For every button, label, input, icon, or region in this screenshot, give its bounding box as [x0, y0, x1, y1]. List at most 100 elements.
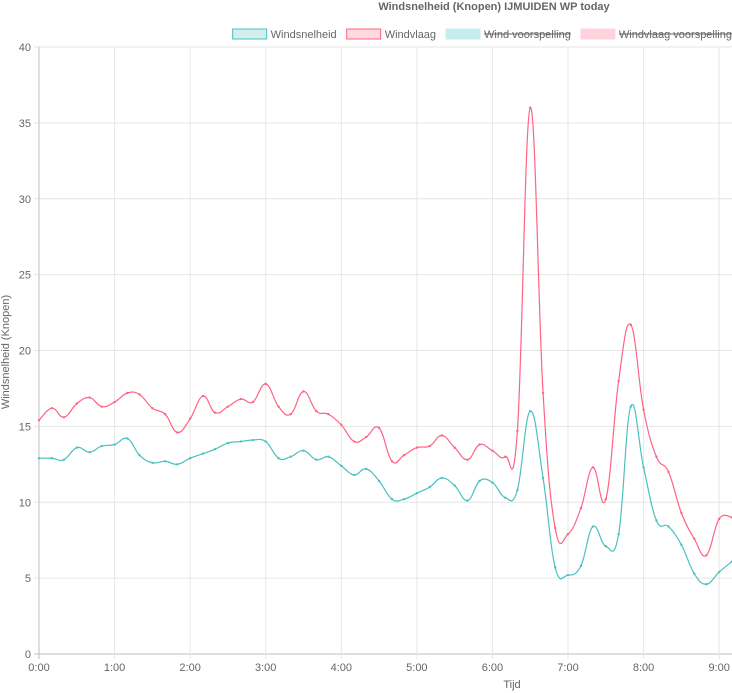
data-point[interactable]: [327, 455, 330, 458]
data-point[interactable]: [667, 470, 670, 474]
data-point[interactable]: [705, 582, 708, 586]
data-point[interactable]: [604, 498, 607, 501]
data-point[interactable]: [151, 461, 154, 464]
legend-item[interactable]: Windvlaag: [346, 28, 436, 41]
data-point[interactable]: [62, 458, 66, 461]
data-point[interactable]: [390, 460, 394, 463]
data-point[interactable]: [201, 452, 205, 455]
data-point[interactable]: [717, 570, 721, 574]
data-point[interactable]: [164, 460, 167, 463]
data-point[interactable]: [251, 438, 255, 442]
legend-item[interactable]: Wind voorspelling: [445, 28, 571, 41]
data-point[interactable]: [617, 532, 620, 536]
data-point[interactable]: [226, 441, 230, 445]
data-point[interactable]: [289, 455, 292, 458]
data-point[interactable]: [541, 391, 545, 395]
data-point[interactable]: [126, 391, 129, 395]
data-point[interactable]: [201, 394, 205, 398]
data-point[interactable]: [277, 457, 280, 460]
data-point[interactable]: [289, 413, 292, 416]
data-point[interactable]: [340, 423, 343, 427]
data-point[interactable]: [516, 429, 519, 433]
data-point[interactable]: [680, 543, 683, 546]
data-point[interactable]: [629, 405, 632, 408]
data-point[interactable]: [302, 390, 305, 393]
data-point[interactable]: [327, 413, 330, 416]
data-point[interactable]: [113, 443, 116, 446]
data-point[interactable]: [504, 455, 507, 458]
data-point[interactable]: [213, 411, 217, 414]
data-point[interactable]: [264, 382, 267, 386]
data-point[interactable]: [126, 437, 129, 440]
data-point[interactable]: [617, 379, 620, 383]
data-point[interactable]: [402, 498, 406, 501]
data-point[interactable]: [705, 554, 708, 557]
data-point[interactable]: [62, 416, 66, 419]
data-point[interactable]: [642, 466, 645, 469]
data-point[interactable]: [693, 572, 696, 575]
data-point[interactable]: [100, 444, 103, 448]
data-point[interactable]: [553, 566, 557, 569]
data-point[interactable]: [553, 526, 557, 530]
data-point[interactable]: [529, 106, 532, 109]
data-point[interactable]: [50, 406, 54, 410]
data-point[interactable]: [591, 466, 595, 469]
data-point[interactable]: [504, 496, 507, 499]
data-point[interactable]: [365, 435, 368, 439]
data-point[interactable]: [591, 525, 595, 528]
legend-item[interactable]: Windvlaag voorspelling: [580, 28, 732, 41]
data-point[interactable]: [693, 537, 696, 540]
data-point[interactable]: [491, 449, 494, 452]
data-point[interactable]: [352, 473, 356, 477]
data-point[interactable]: [453, 484, 456, 487]
data-point[interactable]: [88, 396, 91, 399]
data-point[interactable]: [188, 417, 192, 420]
data-point[interactable]: [667, 525, 670, 528]
data-point[interactable]: [377, 426, 381, 430]
data-point[interactable]: [138, 454, 141, 457]
data-point[interactable]: [251, 400, 255, 404]
data-point[interactable]: [579, 507, 583, 510]
data-point[interactable]: [277, 405, 280, 408]
data-point[interactable]: [466, 458, 469, 461]
data-point[interactable]: [440, 434, 444, 437]
data-point[interactable]: [440, 476, 444, 480]
data-point[interactable]: [566, 573, 570, 577]
data-point[interactable]: [138, 393, 141, 396]
data-point[interactable]: [642, 408, 645, 411]
data-point[interactable]: [402, 454, 406, 457]
data-point[interactable]: [315, 410, 318, 413]
data-point[interactable]: [717, 517, 721, 521]
data-point[interactable]: [113, 400, 116, 404]
legend-item[interactable]: Windsnelheid: [232, 28, 337, 41]
data-point[interactable]: [579, 564, 583, 568]
data-point[interactable]: [377, 479, 381, 483]
data-point[interactable]: [365, 467, 368, 471]
data-point[interactable]: [529, 410, 532, 413]
data-point[interactable]: [37, 457, 41, 460]
data-point[interactable]: [264, 440, 267, 443]
data-point[interactable]: [176, 431, 179, 434]
data-point[interactable]: [164, 413, 167, 416]
data-point[interactable]: [88, 450, 91, 454]
data-point[interactable]: [655, 455, 658, 458]
data-point[interactable]: [415, 491, 419, 495]
data-point[interactable]: [352, 440, 356, 443]
data-point[interactable]: [680, 511, 683, 515]
data-point[interactable]: [428, 444, 431, 448]
data-point[interactable]: [75, 446, 78, 449]
data-point[interactable]: [188, 457, 192, 460]
data-point[interactable]: [478, 479, 481, 483]
data-point[interactable]: [37, 419, 41, 422]
data-point[interactable]: [541, 476, 545, 480]
data-point[interactable]: [478, 443, 481, 446]
data-point[interactable]: [50, 457, 54, 460]
data-point[interactable]: [453, 446, 456, 449]
data-point[interactable]: [151, 406, 154, 410]
data-point[interactable]: [604, 545, 607, 548]
data-point[interactable]: [340, 464, 343, 468]
data-point[interactable]: [415, 446, 419, 449]
data-point[interactable]: [239, 440, 242, 443]
data-point[interactable]: [226, 405, 230, 408]
data-point[interactable]: [302, 449, 305, 452]
